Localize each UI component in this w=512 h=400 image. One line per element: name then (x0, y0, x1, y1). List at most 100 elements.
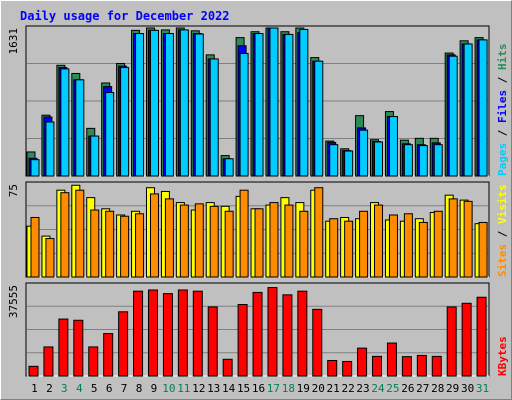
day-label-21: 21 (327, 382, 340, 395)
sites-bar-day-30 (463, 200, 473, 278)
kbytes-bar-day-21 (327, 359, 338, 377)
kbytes-bar-day-18 (282, 294, 293, 377)
day-label-19: 19 (297, 382, 310, 395)
pages-bar-day-1 (30, 159, 40, 177)
sites-bar-day-5 (90, 209, 100, 278)
pages-bar-day-11 (179, 29, 189, 177)
legend-sites: Sites (496, 244, 509, 277)
sites-bar-day-17 (269, 202, 279, 278)
kbytes-bar-day-7 (118, 311, 129, 377)
kbytes-bar-day-6 (103, 333, 114, 377)
kbytes-bar-day-30 (461, 302, 472, 377)
legend-sep: / (496, 123, 509, 143)
legend-kbytes: KBytes (496, 336, 509, 376)
day-label-7: 7 (121, 382, 128, 395)
kbytes-bar-day-14 (222, 358, 233, 377)
day-label-29: 29 (446, 382, 459, 395)
day-label-14: 14 (222, 382, 236, 395)
sites-bar-day-28 (433, 210, 443, 278)
kbytes-bar-day-16 (252, 291, 263, 377)
day-label-24: 24 (371, 382, 385, 395)
sites-bar-day-18 (284, 204, 294, 278)
sites-bar-day-3 (60, 192, 70, 278)
kbytes-bar-day-12 (192, 290, 203, 377)
day-label-27: 27 (416, 382, 429, 395)
day-label-31: 31 (476, 382, 489, 395)
pages-bar-day-30 (463, 43, 473, 177)
day-label-23: 23 (356, 382, 369, 395)
hits-max-label: 1631 (7, 28, 20, 55)
legend-visits: Visits (496, 184, 509, 224)
kbytes-bar-day-11 (177, 289, 188, 377)
kbytes-bar-day-4 (73, 319, 84, 377)
hits-legend: Pages / Files / Hits (496, 44, 509, 177)
day-label-28: 28 (431, 382, 444, 395)
kbytes-max-label: 37555 (7, 285, 20, 318)
pages-bar-day-31 (478, 39, 488, 177)
day-label-20: 20 (312, 382, 325, 395)
pages-bar-day-26 (403, 144, 413, 177)
sites-bar-day-4 (75, 189, 85, 278)
pages-bar-day-3 (60, 68, 70, 177)
day-label-1: 1 (31, 382, 38, 395)
sites-bar-day-23 (359, 210, 369, 278)
sites-bar-day-9 (149, 193, 159, 278)
day-label-16: 16 (252, 382, 265, 395)
pages-bar-day-13 (209, 58, 219, 177)
sites-bar-day-31 (478, 221, 488, 278)
sites-bar-day-29 (448, 198, 458, 278)
day-label-26: 26 (401, 382, 414, 395)
legend-hits: Hits (496, 44, 509, 71)
sites-bar-day-22 (344, 220, 354, 278)
pages-bar-day-10 (164, 33, 174, 177)
pages-bar-day-4 (75, 79, 85, 177)
legend-pages: Pages (496, 143, 509, 176)
kbytes-bar-day-24 (372, 355, 383, 377)
kbytes-bar-day-31 (476, 296, 487, 377)
day-label-30: 30 (461, 382, 474, 395)
day-label-2: 2 (46, 382, 53, 395)
pages-bar-day-17 (269, 27, 279, 177)
sites-bar-day-19 (299, 210, 309, 278)
pages-bar-day-7 (120, 67, 130, 177)
sites-bar-day-7 (120, 215, 130, 278)
sites-bar-day-2 (45, 238, 55, 278)
kbytes-bar-day-26 (401, 356, 412, 377)
pages-bar-day-29 (448, 55, 458, 177)
kbytes-bar-day-8 (133, 290, 144, 377)
pages-bar-day-18 (284, 33, 294, 177)
kbytes-bar-day-15 (237, 304, 248, 377)
pages-bar-day-21 (329, 144, 339, 177)
sites-bar-day-6 (105, 210, 115, 278)
chart-title: Daily usage for December 2022 (20, 9, 230, 23)
pages-bar-day-8 (135, 33, 145, 177)
pages-bar-day-24 (374, 141, 384, 177)
kbytes-bar-day-22 (342, 360, 353, 377)
legend-sep: / (496, 70, 509, 90)
legend-files: Files (496, 90, 509, 123)
sites-bar-day-24 (374, 204, 384, 278)
day-label-17: 17 (267, 382, 280, 395)
pages-bar-day-20 (314, 60, 324, 177)
kbytes-bar-day-5 (88, 346, 99, 377)
sites-bar-day-21 (329, 218, 339, 278)
day-label-4: 4 (76, 382, 83, 395)
kbytes-bar-day-2 (43, 346, 54, 377)
legend-sep: / (496, 224, 509, 244)
sites-bar-day-8 (135, 213, 145, 278)
day-label-8: 8 (136, 382, 143, 395)
day-label-22: 22 (341, 382, 354, 395)
day-label-18: 18 (282, 382, 295, 395)
pages-bar-day-15 (239, 52, 249, 177)
day-label-11: 11 (177, 382, 190, 395)
sites-bar-day-20 (314, 187, 324, 278)
sites-bar-day-10 (164, 198, 174, 278)
sites-bar-day-12 (194, 203, 204, 278)
pages-bar-day-28 (433, 144, 443, 177)
sites-legend: Sites / Visits (496, 184, 509, 277)
sites-bar-day-11 (179, 204, 189, 278)
kbytes-bar-day-13 (207, 306, 218, 377)
kbytes-bar-day-10 (162, 293, 173, 377)
